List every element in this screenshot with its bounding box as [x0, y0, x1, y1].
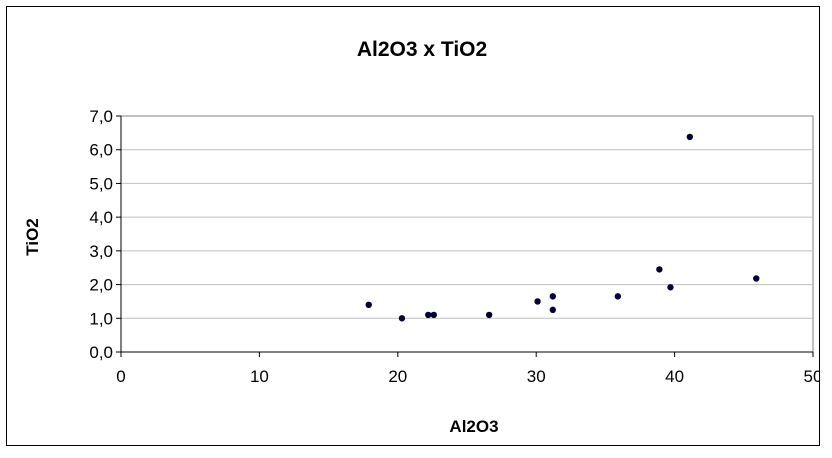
- chart-title: Al2O3 x TiO2: [357, 38, 487, 61]
- chart-frame: Al2O3 x TiO2 0,0 1,0 2,0 3,0 4,0 5,0 6,0 7,0 0 10…: [6, 6, 822, 446]
- x-tick-label: 40: [665, 367, 684, 386]
- plot-border: [120, 115, 814, 353]
- data-point: [425, 311, 432, 319]
- data-point: [365, 301, 372, 308]
- data-point: [549, 293, 557, 300]
- x-tick-label: 10: [250, 367, 269, 386]
- x-tick-label: 30: [527, 367, 546, 386]
- x-axis-label: Al2O3: [449, 417, 498, 436]
- y-tick-label: 7,0: [89, 107, 113, 126]
- y-tick-label: 5,0: [89, 174, 113, 193]
- data-point: [753, 275, 760, 282]
- x-tick-label: 50: [804, 367, 820, 386]
- y-tick-label: 2,0: [89, 276, 113, 295]
- y-tick-label: 4,0: [89, 208, 113, 227]
- data-point: [614, 293, 622, 300]
- y-tick-label: 3,0: [89, 242, 113, 261]
- data-point: [549, 306, 557, 314]
- data-point: [686, 133, 694, 141]
- data-point: [667, 284, 674, 291]
- data-point: [485, 311, 493, 319]
- data-point: [398, 315, 406, 322]
- y-tick-label: 1,0: [89, 309, 113, 328]
- y-tick-label: 6,0: [89, 141, 113, 160]
- plot-area: 0,0 1,0 2,0 3,0 4,0 5,0 6,0 7,0 0 10 20 30 40 50: [89, 107, 822, 386]
- data-point: [656, 266, 663, 273]
- x-tick-label: 0: [116, 367, 125, 386]
- scatter-chart: Al2O3 x TiO2 0,0 1,0 2,0 3,0 4,0 5,0 6,0 7,0 0 10…: [6, 6, 822, 446]
- y-axis-label: TiO2: [23, 218, 42, 255]
- data-point: [534, 298, 541, 305]
- x-tick-label: 20: [388, 367, 407, 386]
- y-tick-label: 0,0: [89, 343, 113, 362]
- data-point: [430, 311, 437, 319]
